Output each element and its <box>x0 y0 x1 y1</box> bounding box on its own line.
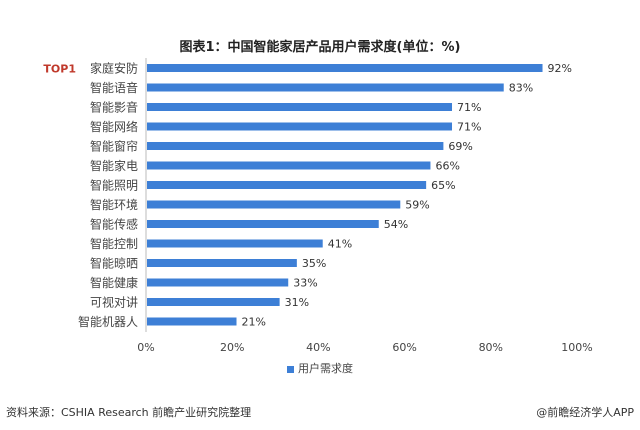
chart-title: 图表1：中国智能家居产品用户需求度(单位：%) <box>179 40 461 55</box>
x-tick-label: 60% <box>392 341 416 354</box>
legend-swatch <box>287 365 294 373</box>
category-label: 智能晾晒 <box>90 256 138 271</box>
bar <box>147 83 504 92</box>
legend: 用户需求度 <box>0 360 640 376</box>
data-label: 31% <box>285 296 309 309</box>
category-label: 智能机器人 <box>78 314 138 329</box>
data-label: 21% <box>242 316 266 329</box>
data-label: 33% <box>293 277 317 290</box>
bar <box>147 103 453 111</box>
category-label: 智能网络 <box>90 119 138 134</box>
data-label: 69% <box>448 140 472 153</box>
category-label: 可视对讲 <box>90 295 138 310</box>
category-label: 智能健康 <box>90 275 138 290</box>
source-note: 资料来源：CSHIA Research 前瞻产业研究院整理 <box>6 406 252 419</box>
data-label: 66% <box>435 160 459 173</box>
category-label: 智能传感 <box>90 217 138 232</box>
category-label: 智能窗帘 <box>90 139 138 154</box>
bar <box>147 298 280 306</box>
bar <box>147 181 427 189</box>
bar <box>147 317 237 326</box>
credit: @前瞻经济学人APP <box>536 406 634 419</box>
bar <box>147 259 297 267</box>
category-label: 智能环境 <box>90 197 138 212</box>
data-label: 92% <box>548 62 572 75</box>
category-label: 智能影音 <box>90 100 138 115</box>
x-tick-label: 40% <box>306 341 330 354</box>
category-label: 智能语音 <box>90 80 138 95</box>
data-label: 65% <box>431 179 455 192</box>
data-label: 71% <box>457 101 481 114</box>
legend-label: 用户需求度 <box>298 362 353 375</box>
x-tick-label: 100% <box>561 341 592 354</box>
top-label: TOP1 <box>43 63 76 76</box>
x-tick-label: 20% <box>220 341 244 354</box>
data-label: 71% <box>457 121 481 134</box>
bar <box>147 64 543 72</box>
x-tick-label: 0% <box>137 341 154 354</box>
category-label: 智能家电 <box>90 158 138 173</box>
data-label: 83% <box>509 82 533 95</box>
bar <box>147 200 401 209</box>
category-label: 家庭安防 <box>90 61 138 76</box>
data-label: 54% <box>384 218 408 231</box>
data-label: 41% <box>328 238 352 251</box>
bar <box>147 220 379 228</box>
bar <box>147 142 444 150</box>
bar <box>147 161 431 170</box>
bar <box>147 122 453 131</box>
bar <box>147 278 289 287</box>
category-label: 智能控制 <box>90 236 138 251</box>
data-label: 35% <box>302 257 326 270</box>
bar <box>147 239 323 248</box>
x-tick-label: 80% <box>479 341 503 354</box>
category-label: 智能照明 <box>90 178 138 193</box>
data-label: 59% <box>405 199 429 212</box>
